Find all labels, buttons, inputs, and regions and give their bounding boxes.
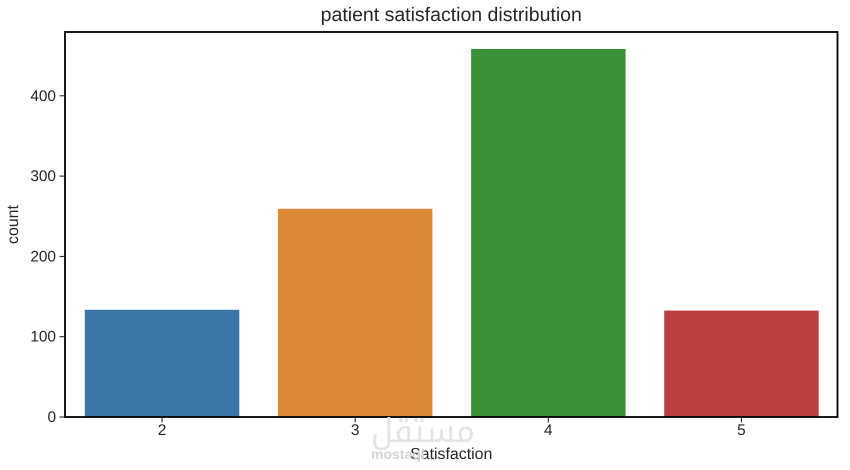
svg-text:4: 4 xyxy=(544,422,553,439)
svg-text:200: 200 xyxy=(30,248,56,265)
svg-text:patient satisfaction distribut: patient satisfaction distribution xyxy=(321,4,582,26)
svg-text:0: 0 xyxy=(47,409,56,426)
svg-text:100: 100 xyxy=(30,329,56,346)
svg-text:400: 400 xyxy=(30,88,56,105)
svg-text:2: 2 xyxy=(158,422,167,439)
svg-text:3: 3 xyxy=(351,422,360,439)
svg-text:count: count xyxy=(5,204,22,243)
svg-text:300: 300 xyxy=(30,168,56,185)
svg-text:5: 5 xyxy=(737,422,746,439)
